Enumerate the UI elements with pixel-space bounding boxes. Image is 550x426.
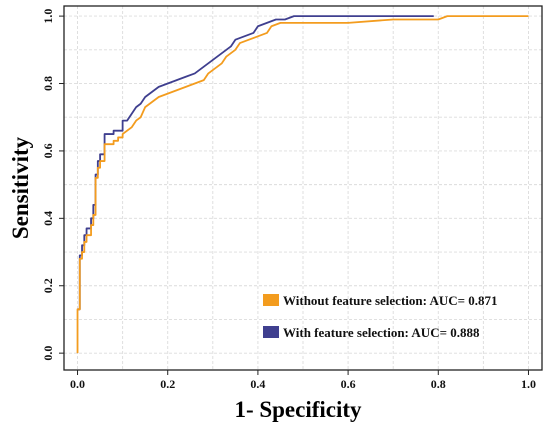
y-tick-label: 0.8 (41, 76, 55, 91)
y-tick-label: 0.0 (41, 346, 55, 361)
series-lines (76, 15, 529, 354)
grid (64, 6, 542, 370)
legend-swatch-without-feature-selection (263, 294, 279, 306)
x-tick-label: 1.0 (521, 377, 536, 391)
x-tick-label: 0.2 (160, 377, 175, 391)
y-axis-title: Sensitivity (8, 136, 33, 239)
x-axis-title: 1- Specificity (234, 397, 362, 422)
series-line-without-feature-selection (76, 15, 529, 354)
axis-ticks: 0.0 0.2 0.4 0.6 0.8 1.0 0.0 0.2 0.4 0.6 0.8 1.0 (41, 9, 536, 391)
y-tick-label: 0.6 (41, 143, 55, 158)
plot-frame (63, 5, 543, 371)
y-tick-label: 0.4 (41, 211, 55, 226)
x-tick-label: 0.0 (70, 377, 85, 391)
y-tick-label: 1.0 (41, 9, 55, 24)
legend-swatch-with-feature-selection (263, 326, 279, 338)
legend-label-without-feature-selection: Without feature selection: AUC= 0.871 (283, 293, 498, 308)
x-tick-label: 0.6 (341, 377, 356, 391)
x-tick-label: 0.8 (431, 377, 446, 391)
x-tick-label: 0.4 (250, 377, 265, 391)
series-line-with-feature-selection (77, 15, 434, 311)
legend: Without feature selection: AUC= 0.871 Wi… (263, 293, 498, 340)
legend-label-with-feature-selection: With feature selection: AUC= 0.888 (283, 325, 480, 340)
y-tick-label: 0.2 (41, 278, 55, 293)
